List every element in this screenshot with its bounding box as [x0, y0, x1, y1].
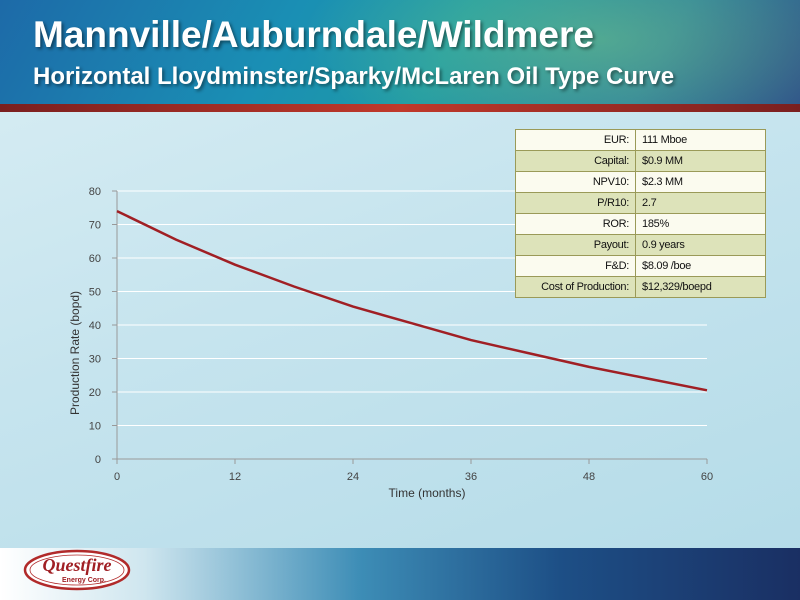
- metric-label: NPV10:: [515, 171, 636, 193]
- slide-footer: [0, 548, 800, 600]
- header-glow: [300, 0, 800, 112]
- y-tick-label: 50: [89, 287, 101, 299]
- economics-row: Capital: $0.9 MM: [515, 150, 766, 172]
- metric-value: 2.7: [635, 192, 766, 214]
- economics-row: ROR: 185%: [515, 213, 766, 235]
- metric-label: Capital:: [515, 150, 636, 172]
- metric-value: 185%: [635, 213, 766, 235]
- y-tick-label: 70: [89, 220, 101, 232]
- y-tick-label: 0: [95, 454, 101, 466]
- y-tick-label: 60: [89, 253, 101, 265]
- chart-axes: [112, 190, 708, 464]
- metric-value: $2.3 MM: [635, 171, 766, 193]
- slide-title: Mannville/Auburndale/Wildmere: [33, 14, 594, 55]
- slide-subtitle: Horizontal Lloydminster/Sparky/McLaren O…: [33, 63, 675, 90]
- metric-label: ROR:: [515, 213, 636, 235]
- y-tick-label: 10: [89, 421, 101, 433]
- metric-label: EUR:: [515, 129, 636, 151]
- economics-row: EUR: 111 Mboe: [515, 129, 766, 151]
- questfire-logo: Questfire Energy Corp.: [23, 549, 131, 591]
- metric-label: Cost of Production:: [515, 276, 636, 298]
- metric-value: $8.09 /boe: [635, 255, 766, 277]
- metric-label: F&D:: [515, 255, 636, 277]
- economics-row: Cost of Production: $12,329/boepd: [515, 276, 766, 298]
- metric-value: $0.9 MM: [635, 150, 766, 172]
- x-tick-label: 48: [583, 471, 595, 483]
- economics-row: F&D: $8.09 /boe: [515, 255, 766, 277]
- x-tick-labels: 0 12 24 36 48 60: [114, 471, 713, 483]
- y-tick-labels: 0 10 20 30 40 50 60 70 80: [89, 186, 101, 466]
- x-tick-label: 60: [701, 471, 713, 483]
- slide-header: [0, 0, 800, 112]
- y-tick-label: 30: [89, 354, 101, 366]
- metric-value: 111 Mboe: [635, 129, 766, 151]
- x-tick-label: 36: [465, 471, 477, 483]
- x-tick-label: 12: [229, 471, 241, 483]
- y-tick-label: 40: [89, 320, 101, 332]
- x-tick-label: 0: [114, 471, 120, 483]
- x-tick-label: 24: [347, 471, 359, 483]
- metric-value: 0.9 years: [635, 234, 766, 256]
- economics-row: P/R10: 2.7: [515, 192, 766, 214]
- production-curve-line: [116, 209, 708, 392]
- y-axis-label: Production Rate (bopd): [68, 291, 82, 415]
- metric-label: P/R10:: [515, 192, 636, 214]
- metric-value: $12,329/boepd: [635, 276, 766, 298]
- x-axis-label: Time (months): [389, 486, 466, 500]
- logo-tagline-text: Energy Corp.: [62, 577, 106, 584]
- economics-row: Payout: 0.9 years: [515, 234, 766, 256]
- economics-row: NPV10: $2.3 MM: [515, 171, 766, 193]
- metric-label: Payout:: [515, 234, 636, 256]
- logo-brand-text: Questfire: [43, 555, 112, 575]
- y-tick-label: 80: [89, 186, 101, 198]
- y-tick-label: 20: [89, 387, 101, 399]
- header-accent-bar: [0, 104, 800, 112]
- economics-table: EUR: 111 Mboe Capital: $0.9 MM NPV10: $2.3 MM…: [515, 129, 766, 298]
